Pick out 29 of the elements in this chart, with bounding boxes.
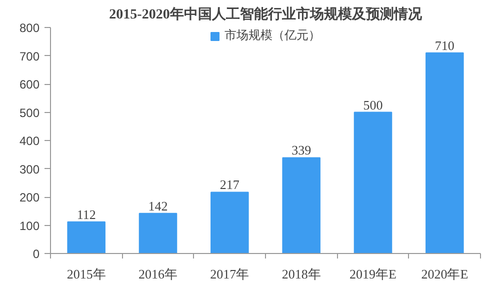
data-label: 500 xyxy=(363,97,383,112)
x-tick-label: 2015年 xyxy=(66,266,106,282)
data-label: 142 xyxy=(148,198,168,214)
x-tick-label: 2016年 xyxy=(138,266,178,282)
bar xyxy=(354,112,392,254)
y-tick-label: 500 xyxy=(19,106,40,120)
data-label: 112 xyxy=(76,206,96,222)
y-tick-label: 800 xyxy=(19,21,40,35)
y-tick-label: 300 xyxy=(19,162,40,176)
bar xyxy=(426,52,464,254)
x-tick-label: 2018年 xyxy=(282,266,321,282)
x-tick-label: 2020年E xyxy=(421,266,468,282)
bar xyxy=(282,157,320,254)
bar xyxy=(138,212,178,254)
data-label: 339 xyxy=(292,142,312,158)
bar xyxy=(210,192,249,254)
y-tick-label: 700 xyxy=(19,49,40,64)
y-tick-label: 100 xyxy=(19,218,40,233)
data-label: 217 xyxy=(220,177,240,192)
data-label: 710 xyxy=(434,38,454,53)
y-tick-label: 400 xyxy=(19,134,40,148)
y-tick-label: 600 xyxy=(19,78,40,92)
y-tick-label: 0 xyxy=(32,247,40,261)
bar xyxy=(67,221,106,254)
legend-label: 市场规模（亿元） xyxy=(224,27,320,44)
x-tick-label: 2017年 xyxy=(210,266,250,282)
x-tick-label: 2019年E xyxy=(350,266,397,282)
chart-title: 2015-2020年中国人工智能行业市场规模及预测情况 xyxy=(109,6,423,22)
y-tick-label: 200 xyxy=(19,190,40,204)
